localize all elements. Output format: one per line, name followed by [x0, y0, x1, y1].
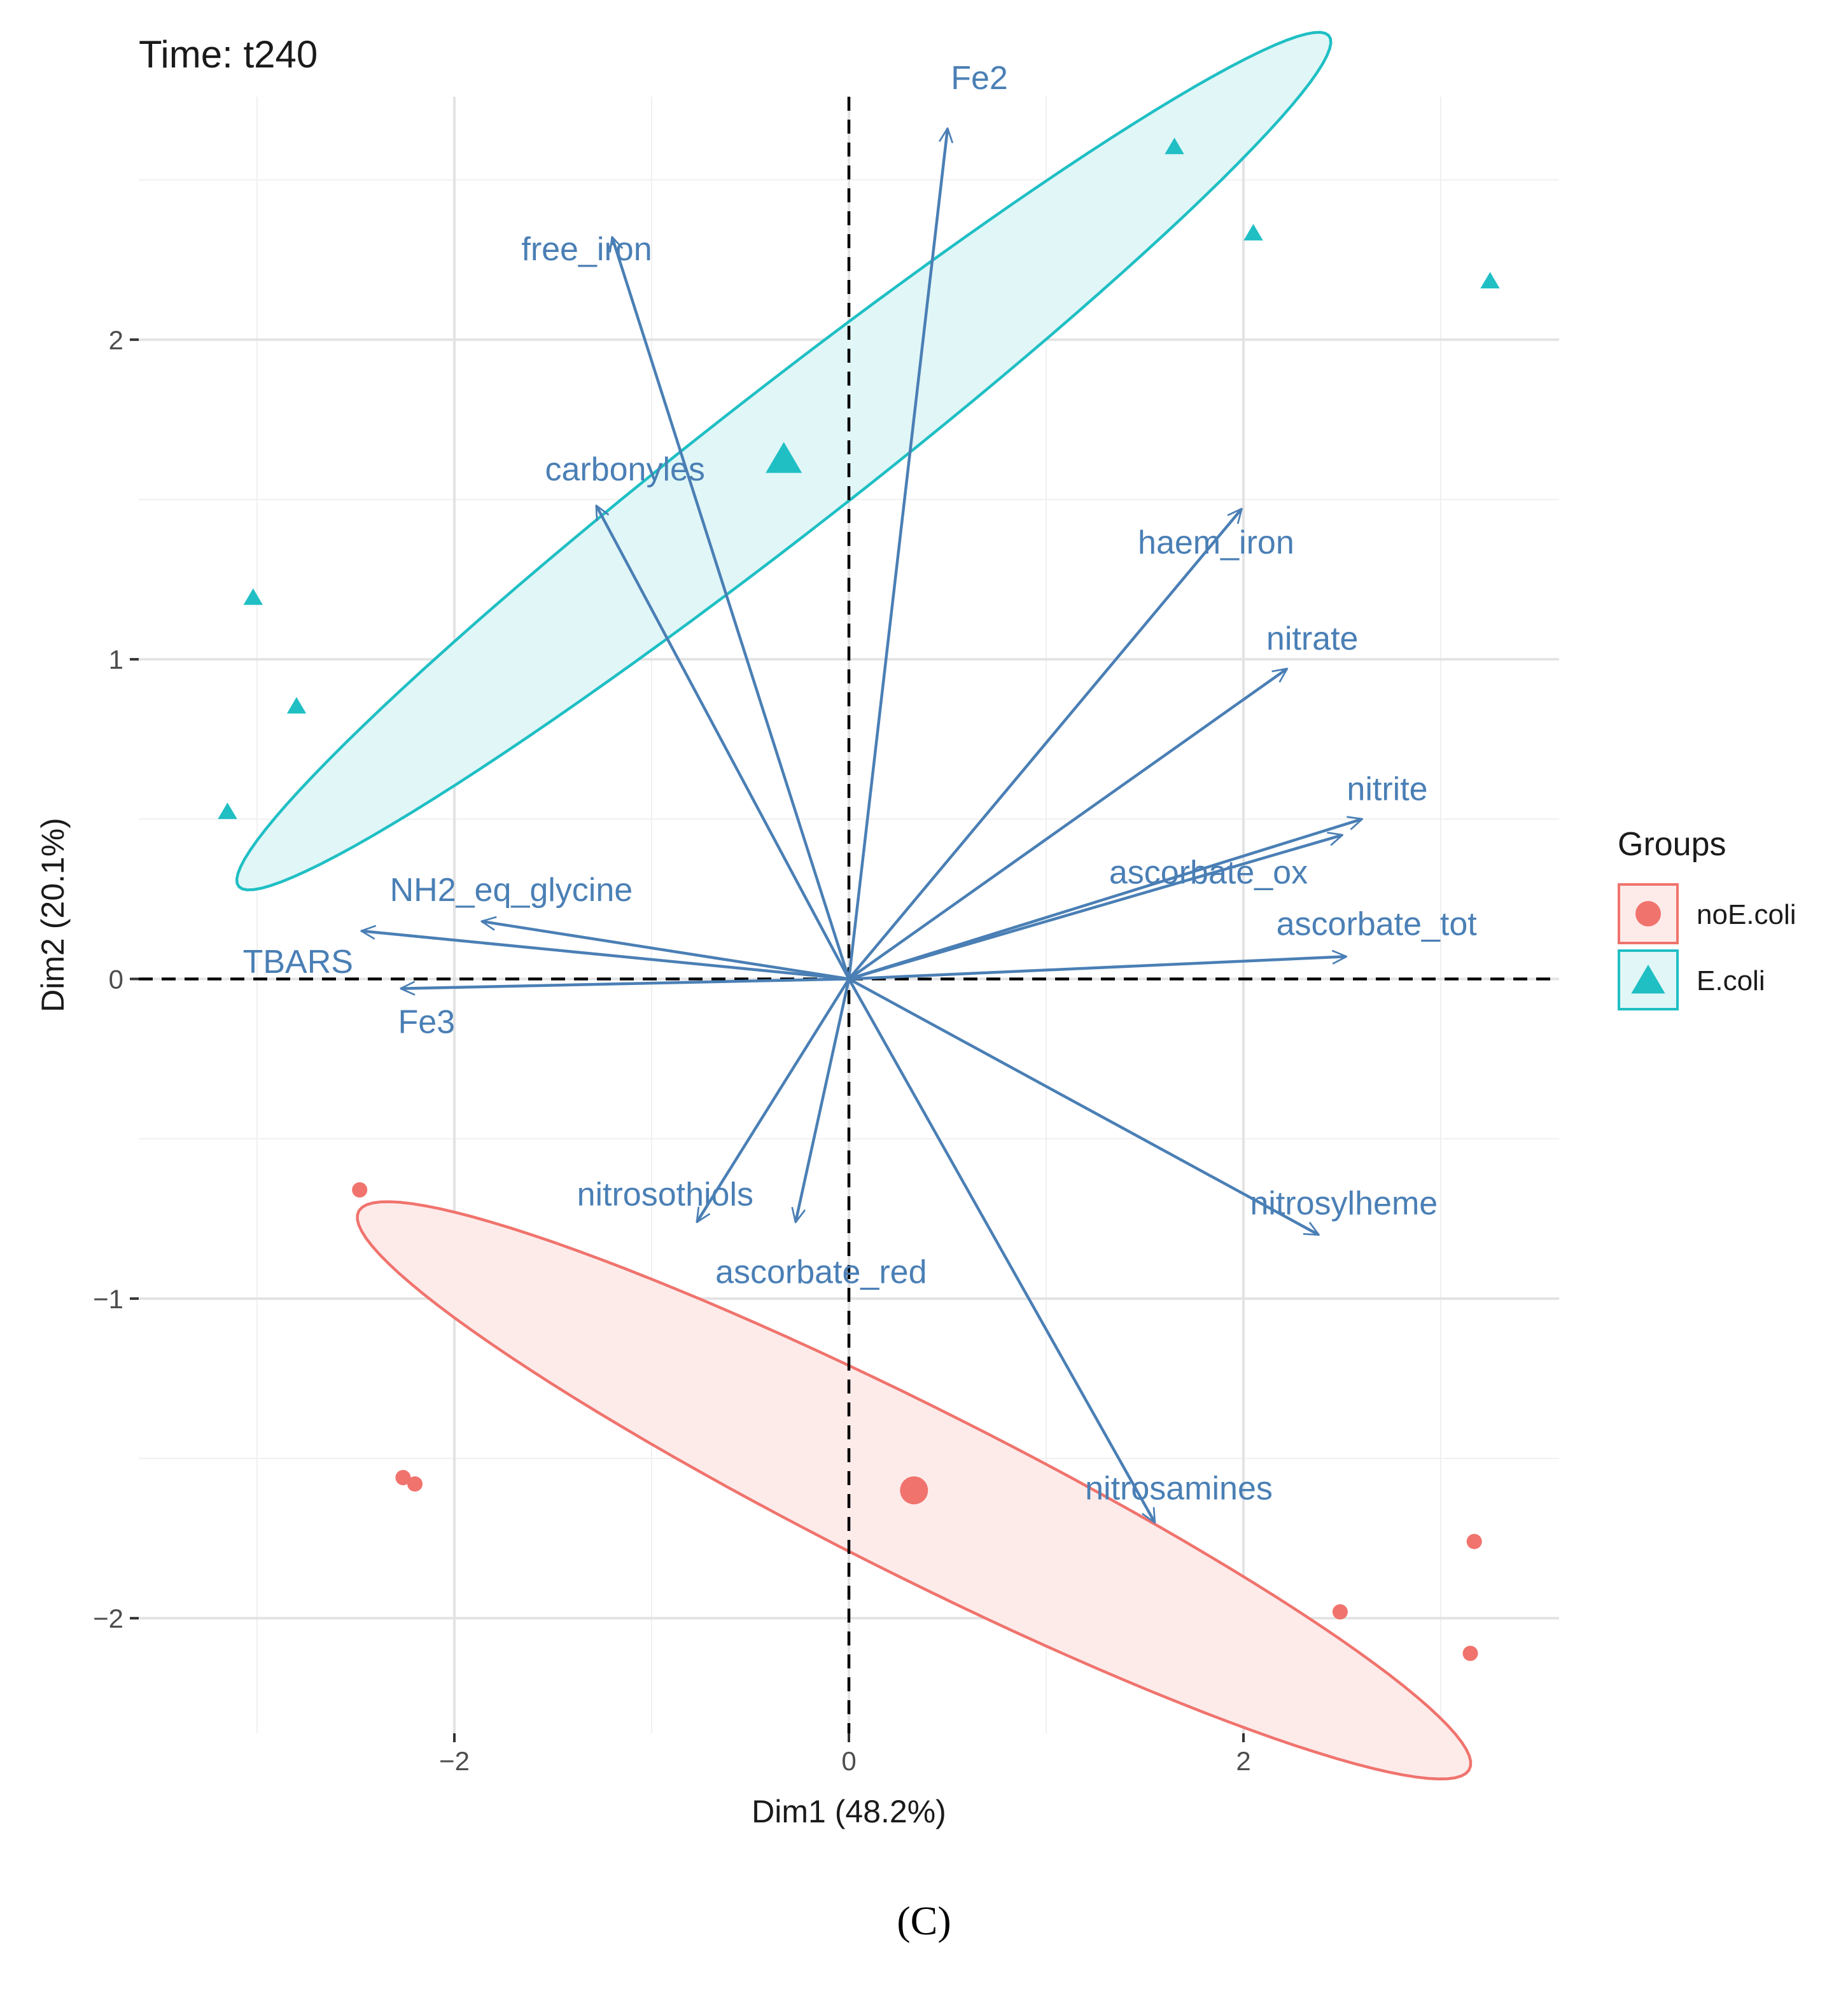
variable-label-TBARS: TBARS: [243, 944, 353, 981]
legend: Groups noE.coli E.coli: [1618, 826, 1796, 1010]
legend-title: Groups: [1618, 826, 1726, 863]
legend-label-noE.coli: noE.coli: [1697, 899, 1796, 930]
variable-label-nitrosothiols: nitrosothiols: [577, 1176, 753, 1213]
variable-label-free_iron: free_iron: [521, 231, 652, 268]
arrow-nitrosothiols: [697, 978, 850, 1222]
point-E.coli: [218, 802, 237, 820]
centroid-noE.coli: [900, 1476, 928, 1505]
point-noE.coli: [1466, 1533, 1482, 1549]
variable-label-ascorbate_ox: ascorbate_ox: [1109, 854, 1308, 891]
arrow-ascorbate_red: [795, 978, 851, 1222]
point-noE.coli: [352, 1182, 368, 1198]
variable-arrows: [361, 129, 1362, 1522]
point-noE.coli: [1462, 1645, 1478, 1661]
variable-label-Fe3: Fe3: [398, 1004, 455, 1041]
variable-label-ascorbate_red: ascorbate_red: [715, 1254, 927, 1290]
arrow-nitrite: [848, 819, 1362, 981]
legend-label-E.coli: E.coli: [1697, 965, 1765, 996]
y-tick-label: 1: [109, 645, 123, 674]
arrow-nitrosylheme: [848, 977, 1319, 1236]
arrow-haem_iron: [848, 509, 1242, 980]
chart-title: Time: t240: [139, 33, 318, 76]
axis-ticks: −2 0 2 −2 −1 0 1 2: [93, 325, 1251, 1776]
x-tick-label: −2: [439, 1746, 470, 1776]
y-tick-label: −2: [93, 1603, 123, 1633]
arrow-nitrate: [848, 669, 1287, 981]
variable-label-haem_iron: haem_iron: [1138, 524, 1294, 561]
x-axis-label: Dim1 (48.2%): [752, 1794, 946, 1829]
point-noE.coli: [407, 1476, 423, 1492]
variable-label-carbonyles: carbonyles: [545, 451, 704, 488]
point-E.coli: [286, 697, 307, 714]
centroid-E.coli: [766, 442, 802, 473]
point-E.coli: [1243, 224, 1263, 241]
variable-label-ascorbate_tot: ascorbate_tot: [1277, 905, 1478, 942]
arrow-ascorbate_ox: [848, 835, 1342, 981]
y-tick-label: 2: [109, 325, 123, 355]
point-E.coli: [243, 588, 263, 605]
arrow-free_iron: [612, 237, 851, 980]
legend-symbol-triangle: [1631, 965, 1665, 994]
legend-symbol-circle: [1635, 901, 1661, 926]
variable-label-NH2_eq_glycine: NH2_eq_glycine: [390, 872, 633, 909]
variable-label-Fe2: Fe2: [951, 60, 1008, 97]
y-tick-label: −1: [93, 1284, 123, 1314]
point-noE.coli: [1332, 1604, 1348, 1620]
variable-label-nitrate: nitrate: [1266, 620, 1359, 657]
arrow-nitrosamines: [848, 978, 1156, 1522]
arrow-ascorbate_tot: [848, 956, 1346, 981]
arrow-carbonyles: [595, 506, 850, 980]
y-tick-label: 0: [109, 964, 123, 994]
variable-label-nitrite: nitrite: [1347, 771, 1427, 807]
arrow-TBARS: [361, 931, 850, 981]
arrow-Fe3: [401, 977, 850, 988]
point-noE.coli: [395, 1470, 411, 1486]
arrow-Fe2: [847, 129, 948, 979]
point-E.coli: [1480, 272, 1500, 289]
y-axis-label: Dim2 (20.1%): [35, 818, 71, 1012]
arrow-NH2_eq_glycine: [482, 921, 850, 981]
panel-label: (C): [897, 1898, 951, 1943]
variable-label-nitrosylheme: nitrosylheme: [1250, 1185, 1438, 1222]
x-tick-label: 0: [841, 1746, 856, 1776]
x-tick-label: 2: [1236, 1746, 1250, 1776]
variable-label-nitrosamines: nitrosamines: [1085, 1470, 1273, 1507]
point-E.coli: [1165, 137, 1184, 155]
observation-points: [218, 137, 1500, 1661]
